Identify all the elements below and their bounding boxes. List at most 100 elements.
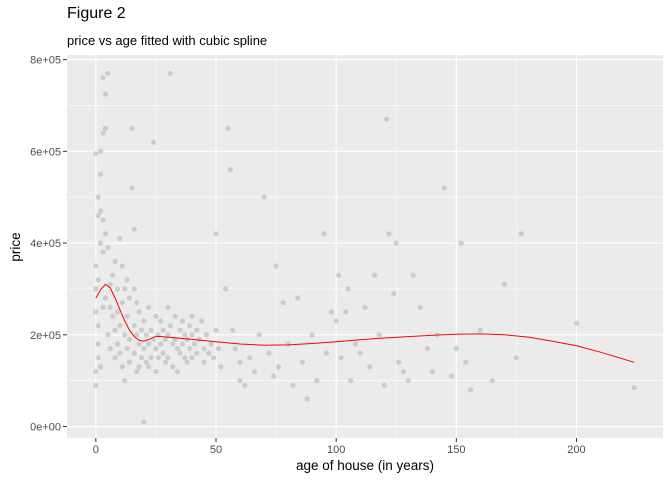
data-point	[95, 323, 101, 329]
data-point	[196, 336, 202, 342]
data-point	[357, 350, 363, 356]
data-point	[631, 384, 637, 391]
data-point	[384, 116, 390, 122]
data-point	[98, 208, 104, 214]
data-point	[167, 70, 173, 76]
data-point	[187, 346, 193, 352]
data-point	[150, 139, 157, 145]
data-point	[129, 125, 135, 131]
data-point	[386, 231, 392, 237]
data-point	[136, 341, 142, 347]
data-point	[117, 235, 123, 242]
data-point	[124, 277, 130, 283]
data-point	[93, 309, 99, 315]
data-point	[218, 364, 224, 370]
data-point	[112, 327, 118, 333]
y-axis-title: price	[8, 232, 23, 261]
data-point	[391, 290, 397, 297]
data-point	[323, 350, 330, 356]
data-point	[134, 368, 140, 375]
data-point	[165, 355, 171, 361]
data-point	[396, 359, 402, 365]
data-point	[182, 355, 188, 361]
data-point	[148, 355, 154, 361]
data-point	[141, 419, 147, 425]
data-point	[93, 286, 99, 292]
data-point	[102, 91, 109, 97]
data-point	[177, 350, 183, 356]
data-point	[146, 364, 152, 370]
data-point	[158, 341, 164, 347]
data-point	[271, 373, 277, 379]
data-point	[405, 378, 411, 384]
data-point	[410, 272, 416, 278]
data-point	[201, 359, 207, 365]
data-point	[131, 226, 137, 232]
data-point	[230, 327, 236, 333]
data-point	[211, 355, 217, 361]
data-point	[100, 217, 106, 223]
data-point	[314, 378, 320, 384]
data-point	[477, 327, 483, 333]
data-point	[122, 332, 128, 338]
x-tick-label: 150	[447, 444, 465, 456]
data-point	[117, 323, 123, 329]
y-tick-label: 6e+05	[30, 146, 61, 158]
data-point	[187, 323, 193, 329]
data-point	[194, 327, 200, 333]
data-point	[400, 368, 407, 375]
data-point	[100, 75, 106, 81]
data-point	[256, 332, 262, 338]
data-point	[309, 332, 315, 338]
data-point	[162, 359, 169, 365]
data-point	[107, 304, 113, 310]
data-point	[280, 300, 286, 306]
data-point	[352, 341, 358, 347]
data-point	[98, 240, 104, 246]
data-point	[513, 355, 520, 361]
data-point	[199, 318, 205, 324]
data-point	[275, 364, 282, 370]
data-point	[98, 171, 104, 177]
data-point	[119, 300, 125, 306]
data-point	[153, 368, 159, 375]
data-point	[158, 318, 164, 324]
chart-title: Figure 2	[67, 5, 126, 22]
data-point	[348, 378, 354, 384]
data-point	[417, 304, 423, 310]
data-point	[191, 341, 197, 347]
data-point	[110, 272, 116, 278]
data-point	[138, 327, 145, 333]
plot-panel	[67, 55, 663, 438]
data-point	[141, 318, 147, 324]
data-point	[95, 355, 101, 361]
data-point	[170, 364, 176, 370]
x-tick-label: 100	[327, 444, 345, 456]
data-point	[223, 286, 229, 292]
data-point	[98, 148, 104, 154]
data-point	[213, 327, 219, 333]
data-point	[146, 341, 152, 347]
data-point	[124, 346, 130, 352]
y-tick-label: 2e+05	[30, 330, 61, 342]
data-point	[172, 313, 178, 319]
data-point	[227, 167, 233, 173]
data-point	[105, 70, 111, 76]
data-point	[203, 332, 209, 338]
data-point	[136, 364, 142, 370]
data-point	[299, 359, 306, 365]
data-point	[102, 231, 109, 237]
y-tick-label: 0e+00	[30, 422, 61, 434]
data-point	[160, 327, 166, 333]
data-point	[206, 350, 212, 356]
data-point	[143, 332, 149, 338]
data-point	[208, 341, 214, 347]
data-point	[429, 368, 435, 375]
data-point	[232, 346, 238, 352]
data-point	[189, 355, 195, 361]
data-point	[165, 332, 171, 338]
data-point	[362, 304, 368, 310]
x-axis-title: age of house (in years)	[296, 458, 434, 473]
data-point	[345, 286, 351, 292]
data-point	[304, 396, 310, 402]
